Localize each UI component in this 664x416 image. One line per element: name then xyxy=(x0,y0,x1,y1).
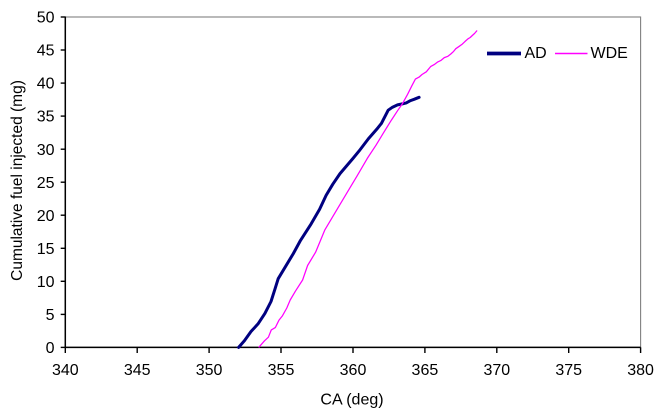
svg-text:40: 40 xyxy=(37,76,55,93)
svg-text:375: 375 xyxy=(555,362,582,379)
svg-text:350: 350 xyxy=(196,362,223,379)
svg-text:35: 35 xyxy=(37,109,55,126)
svg-text:370: 370 xyxy=(483,362,510,379)
svg-text:45: 45 xyxy=(37,43,55,60)
svg-text:WDE: WDE xyxy=(591,45,628,62)
svg-text:0: 0 xyxy=(46,340,55,357)
svg-text:15: 15 xyxy=(37,241,55,258)
svg-text:340: 340 xyxy=(52,362,79,379)
svg-text:50: 50 xyxy=(37,10,55,27)
svg-text:360: 360 xyxy=(340,362,367,379)
svg-text:20: 20 xyxy=(37,208,55,225)
svg-text:355: 355 xyxy=(268,362,295,379)
svg-text:380: 380 xyxy=(627,362,654,379)
svg-text:25: 25 xyxy=(37,175,55,192)
svg-text:AD: AD xyxy=(525,45,547,62)
svg-text:Cumulative fuel injected (mg): Cumulative fuel injected (mg) xyxy=(9,80,26,281)
svg-text:365: 365 xyxy=(412,362,439,379)
svg-text:10: 10 xyxy=(37,274,55,291)
svg-text:345: 345 xyxy=(124,362,151,379)
svg-text:30: 30 xyxy=(37,142,55,159)
svg-text:5: 5 xyxy=(46,307,55,324)
svg-text:CA (deg): CA (deg) xyxy=(320,392,383,409)
